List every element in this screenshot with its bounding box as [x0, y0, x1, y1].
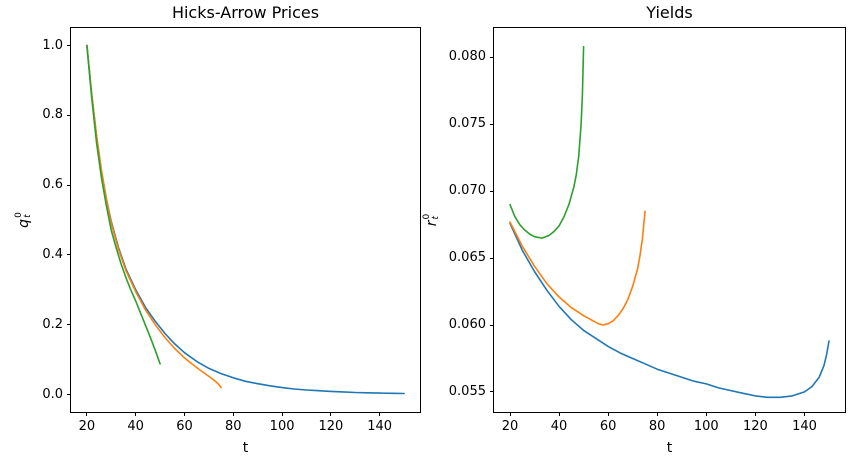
- x-tick-mark: [184, 412, 185, 416]
- y-tick-label: 0.6: [42, 177, 63, 193]
- y-tick-label: 0.065: [448, 250, 486, 266]
- y-tick-mark: [67, 184, 71, 186]
- y-axis-label-base: r: [424, 220, 440, 227]
- chart-title: Yields: [646, 3, 693, 22]
- chart-title: Hicks-Arrow Prices: [171, 3, 320, 22]
- x-tick-mark: [379, 412, 381, 416]
- x-tick-label: 40: [550, 419, 568, 434]
- y-tick-mark: [490, 257, 494, 259]
- x-tick-label: 20: [78, 419, 96, 434]
- hicks-arrow-prices-line-orange: [86, 44, 222, 389]
- y-tick-mark: [490, 324, 494, 326]
- hicks-arrow-prices-panel: Hicks-Arrow Prices t q 0 t 20 40 60 80 100 120 140 0…: [14, 3, 421, 456]
- x-tick-mark: [509, 412, 511, 416]
- y-axis-label-sub: t: [23, 214, 33, 218]
- yields-plot-area: [509, 45, 830, 399]
- y-tick-label: 0.070: [448, 183, 486, 199]
- y-tick-label: 0.2: [42, 316, 63, 332]
- x-tick-label: 100: [693, 419, 719, 434]
- x-tick-label: 60: [599, 419, 617, 434]
- hicks-arrow-prices-line-blue: [86, 44, 405, 395]
- y-tick-mark: [67, 45, 71, 46]
- x-tick-mark: [135, 412, 137, 416]
- y-tick-label: 0.060: [448, 317, 486, 332]
- x-tick-mark: [804, 412, 805, 416]
- y-tick-mark: [490, 123, 494, 125]
- yields-line-orange: [509, 210, 646, 326]
- hicks-arrow-prices-plot-area: [86, 44, 405, 395]
- x-tick-label: 80: [648, 419, 666, 434]
- x-tick-label: 120: [742, 419, 768, 434]
- x-tick-mark: [705, 412, 707, 416]
- x-tick-mark: [607, 412, 609, 416]
- x-tick-mark: [754, 412, 756, 416]
- x-tick-mark: [86, 412, 88, 416]
- hicks-arrow-prices-line-green: [86, 44, 161, 365]
- x-tick-label: 120: [318, 419, 344, 434]
- y-tick-mark: [490, 190, 494, 192]
- x-tick-label: 60: [176, 419, 193, 434]
- y-tick-mark: [490, 56, 494, 58]
- x-tick-label: 80: [225, 419, 242, 434]
- x-axis-label: t: [242, 440, 249, 456]
- y-tick-label: 0.8: [42, 107, 63, 123]
- y-tick-label: 0.4: [42, 246, 63, 262]
- yields-panel: Yields t r 0 t 20 40 60 80 100 120 140 0.055 0.060 0.0…: [422, 3, 846, 456]
- y-axis-label-sub: t: [431, 215, 441, 220]
- y-tick-label: 0.080: [448, 49, 486, 65]
- x-tick-label: 100: [269, 419, 295, 434]
- y-tick-label: 1.0: [42, 37, 63, 53]
- yields-line-green: [509, 45, 585, 239]
- y-axis-label-base: q: [16, 218, 32, 228]
- y-tick-mark: [67, 324, 71, 326]
- y-tick-label: 0.0: [42, 386, 63, 402]
- y-tick-label: 0.075: [448, 116, 486, 132]
- x-tick-mark: [232, 412, 234, 416]
- y-tick-mark: [490, 391, 494, 393]
- x-tick-label: 20: [501, 419, 519, 434]
- x-tick-mark: [558, 412, 560, 416]
- y-tick-mark: [67, 394, 71, 395]
- x-tick-label: 140: [367, 419, 393, 434]
- y-tick-mark: [67, 114, 71, 116]
- x-tick-mark: [656, 412, 658, 416]
- x-axis-label: t: [666, 440, 673, 456]
- x-tick-label: 40: [127, 419, 144, 434]
- x-tick-mark: [330, 412, 332, 416]
- x-tick-label: 140: [792, 419, 817, 434]
- y-tick-label: 0.055: [448, 383, 486, 399]
- x-tick-mark: [281, 412, 283, 416]
- yields-line-blue: [509, 222, 830, 399]
- y-tick-mark: [67, 254, 71, 256]
